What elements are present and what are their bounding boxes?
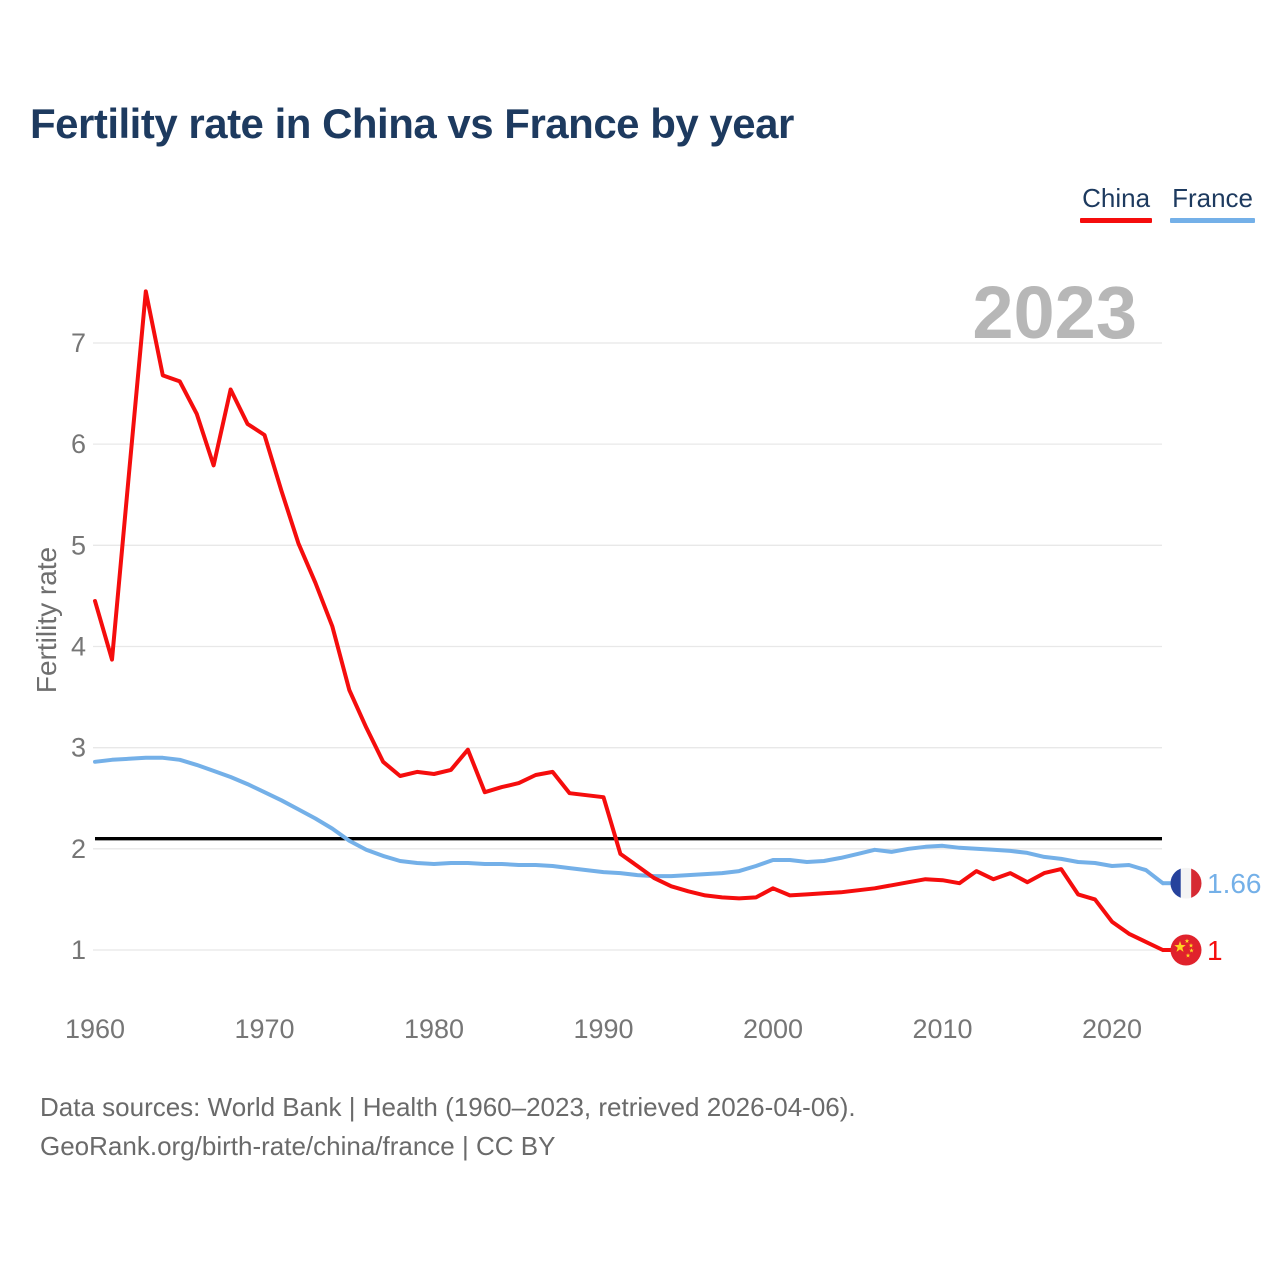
y-tick-label: 2 <box>71 834 86 864</box>
legend-item-china[interactable]: China <box>1080 183 1153 223</box>
legend-label-china: China <box>1082 183 1151 213</box>
y-tick-label: 6 <box>71 429 86 459</box>
endpoint-value-china: 1 <box>1207 935 1223 966</box>
y-tick-label: 7 <box>71 328 86 358</box>
year-watermark: 2023 <box>972 271 1137 354</box>
legend-underline-france <box>1170 218 1255 223</box>
endpoint-value-france: 1.66 <box>1207 868 1262 899</box>
y-tick-label: 5 <box>71 530 86 560</box>
page-title: Fertility rate in China vs France by yea… <box>30 100 794 147</box>
legend-underline-china <box>1080 218 1153 223</box>
china-flag-icon <box>1170 934 1202 966</box>
x-tick-label: 2010 <box>912 1014 972 1044</box>
legend-label-france: France <box>1172 183 1253 213</box>
x-tick-label: 1970 <box>234 1014 294 1044</box>
france-flag-icon <box>1170 867 1202 899</box>
x-tick-label: 2000 <box>743 1014 803 1044</box>
footer-attribution-line: GeoRank.org/birth-rate/china/france | CC… <box>40 1131 556 1161</box>
x-tick-label: 1980 <box>404 1014 464 1044</box>
legend-item-france[interactable]: France <box>1170 183 1255 223</box>
y-tick-label: 4 <box>71 632 86 662</box>
legend: China France <box>1080 183 1255 223</box>
x-tick-label: 1960 <box>65 1014 125 1044</box>
x-tick-label: 2020 <box>1082 1014 1142 1044</box>
footer: Data sources: World Bank | Health (1960–… <box>40 1088 856 1166</box>
series-line-france <box>93 755 1165 886</box>
y-tick-label: 3 <box>71 733 86 763</box>
y-tick-label: 1 <box>71 935 86 965</box>
footer-source-line: Data sources: World Bank | Health (1960–… <box>40 1092 856 1122</box>
x-tick-label: 1990 <box>573 1014 633 1044</box>
series-line-china <box>93 289 1165 952</box>
